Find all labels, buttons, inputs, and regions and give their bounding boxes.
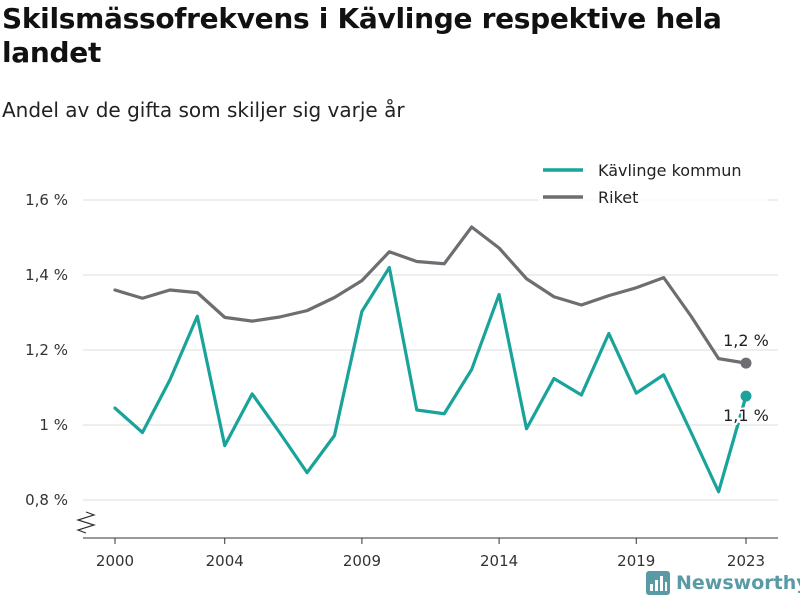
- series-end-point-0: [740, 390, 752, 402]
- series-end-label-1: 1,2 %: [723, 331, 769, 350]
- series-line-1: [113, 225, 748, 365]
- series-end-label-0: 1,1 %: [723, 406, 769, 425]
- x-tick-label: 2019: [617, 552, 655, 570]
- legend-label-1: Riket: [598, 188, 638, 207]
- chart-subtitle: Andel av de gifta som skiljer sig varje …: [2, 98, 405, 122]
- axis-break-icon: [75, 511, 97, 534]
- series-line-0: [113, 265, 748, 494]
- x-tick-label: 2014: [480, 552, 518, 570]
- newsworthy-logo-text: Newsworthy: [676, 572, 800, 594]
- y-tick-label: 1,2 %: [25, 341, 68, 359]
- y-tick-label: 0,8 %: [25, 491, 68, 509]
- x-tick-label: 2023: [727, 552, 765, 570]
- chart-title: Skilsmässofrekvens i Kävlinge respektive…: [2, 2, 722, 69]
- y-tick-label: 1,4 %: [25, 266, 68, 284]
- newsworthy-logo: Newsworthy: [646, 568, 800, 598]
- legend-label-0: Kävlinge kommun: [598, 161, 742, 180]
- x-tick-label: 2004: [206, 552, 244, 570]
- y-tick-label: 1 %: [39, 416, 68, 434]
- x-tick-label: 2009: [343, 552, 381, 570]
- x-tick-label: 2000: [96, 552, 134, 570]
- y-tick-label: 1,6 %: [25, 191, 68, 209]
- series-end-point-1: [740, 357, 752, 369]
- newsworthy-logo-icon: [646, 571, 670, 595]
